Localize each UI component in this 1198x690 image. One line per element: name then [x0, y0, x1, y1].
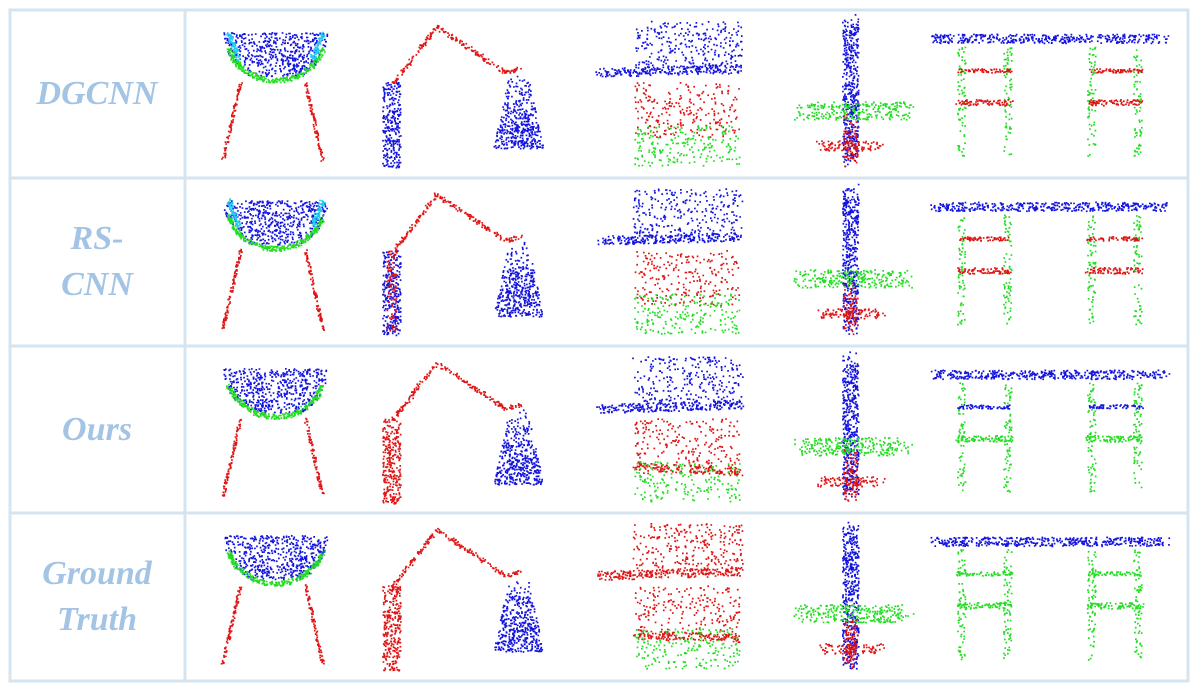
point-cloud [842, 14, 860, 168]
point-cloud [819, 619, 885, 670]
point-cloud [595, 64, 742, 78]
point-cloud [596, 399, 745, 414]
point-cloud [310, 31, 326, 60]
point-cloud [634, 125, 741, 167]
point-cloud [635, 20, 743, 67]
point-cloud [794, 437, 913, 457]
point-cloud [226, 32, 241, 62]
point-cloud [221, 82, 325, 162]
point-cloud [226, 47, 326, 84]
point-cloud [504, 66, 522, 74]
point-cloud [390, 192, 508, 255]
point-cloud [817, 282, 886, 336]
point-cloud [223, 200, 328, 246]
point-cloud [391, 24, 508, 85]
point-cloud [959, 236, 1144, 242]
point-cloud [957, 549, 1143, 661]
point-cloud [793, 604, 915, 624]
point-cloud [312, 199, 326, 228]
point-cloud [931, 33, 1170, 45]
point-cloud [955, 435, 1143, 443]
point-cloud [634, 82, 740, 139]
row-label: Ours [12, 407, 182, 453]
point-cloud [634, 628, 741, 670]
point-cloud [632, 462, 744, 477]
point-cloud [494, 241, 543, 318]
point-cloud [494, 581, 544, 653]
point-cloud [226, 549, 326, 587]
point-cloud [955, 99, 1144, 107]
point-cloud [597, 567, 744, 581]
point-cloud [382, 82, 402, 169]
point-cloud [842, 521, 860, 670]
point-cloud [632, 629, 741, 643]
point-cloud [817, 449, 886, 502]
point-cloud [391, 527, 506, 589]
point-cloud [632, 356, 744, 403]
point-cloud [382, 250, 402, 337]
point-cloud [634, 418, 741, 475]
row-label-line: Ours [62, 410, 132, 448]
row-label-line: CNN [61, 266, 133, 303]
point-cloud [224, 535, 329, 581]
row-label: RS- CNN [12, 216, 182, 308]
point-cloud [957, 267, 1144, 275]
row-label: Ground Truth [12, 551, 182, 643]
point-cloud [930, 369, 1171, 381]
point-cloud [793, 269, 913, 289]
point-cloud [816, 114, 884, 168]
point-cloud [597, 232, 742, 246]
point-cloud [386, 250, 398, 332]
point-cloud [930, 536, 1171, 548]
point-cloud [632, 523, 744, 570]
point-cloud [632, 188, 744, 235]
point-cloud [842, 183, 860, 335]
point-cloud [223, 32, 329, 78]
point-cloud [634, 461, 741, 503]
point-cloud [223, 368, 328, 414]
point-cloud [634, 250, 741, 307]
point-cloud [226, 383, 324, 420]
point-cloud [503, 570, 522, 578]
point-cloud [494, 409, 543, 486]
row-label-line: DGCNN [36, 75, 158, 112]
point-cloud [505, 234, 523, 243]
point-cloud [634, 293, 741, 335]
point-cloud [794, 101, 915, 121]
point-cloud [842, 351, 860, 500]
row-label: DGCNN [12, 71, 182, 117]
point-cloud [957, 214, 1143, 326]
point-cloud [221, 248, 325, 331]
row-label-line: RS- [70, 220, 124, 257]
point-cloud [503, 403, 523, 411]
point-cloud [956, 571, 1142, 577]
row-label-line: Truth [56, 601, 137, 638]
point-cloud [382, 585, 402, 672]
point-cloud [634, 585, 741, 642]
point-cloud [957, 68, 1144, 74]
row-label-line: Ground [42, 555, 152, 592]
point-cloud [956, 602, 1145, 610]
point-cloud [493, 75, 544, 150]
point-cloud [957, 404, 1144, 410]
point-cloud [220, 584, 325, 665]
point-cloud [391, 362, 507, 421]
point-cloud [930, 201, 1168, 213]
point-cloud [226, 198, 242, 229]
point-cloud [227, 214, 325, 252]
point-cloud [221, 417, 325, 497]
point-cloud [382, 418, 402, 505]
